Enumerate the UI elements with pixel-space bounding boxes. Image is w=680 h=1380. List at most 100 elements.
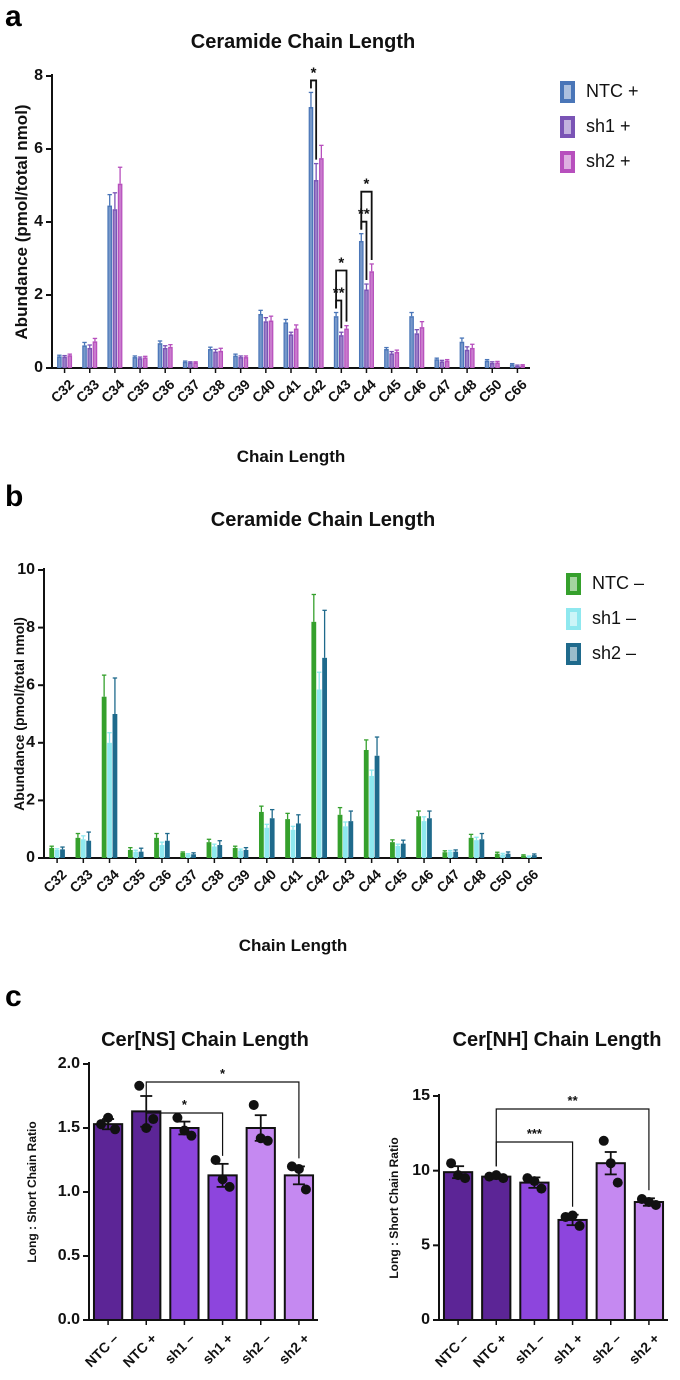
charta-x-tick-label: C33 bbox=[73, 376, 103, 406]
chartb-bar bbox=[343, 826, 348, 858]
chartb-y-tick-label: 8 bbox=[26, 619, 35, 636]
chartb-y-tick-label: 10 bbox=[17, 561, 35, 578]
chartb-bar bbox=[400, 843, 406, 858]
charta-bar-shade bbox=[63, 358, 66, 368]
chartb-bar bbox=[80, 839, 86, 858]
chartc2-y-label: Long : Short Chain Ratio bbox=[387, 1137, 401, 1278]
charta-bar bbox=[283, 322, 289, 368]
charta-bar bbox=[434, 359, 440, 368]
chartc1-data-point bbox=[134, 1080, 145, 1091]
charta-bar bbox=[218, 350, 224, 368]
chartb-title: Ceramide Chain Length bbox=[211, 509, 435, 531]
chartb-x-tick-label: C41 bbox=[276, 866, 306, 896]
chartb-bar bbox=[211, 846, 217, 858]
chartc1-significance-label: * bbox=[182, 1097, 188, 1112]
charta-legend-label: sh1 + bbox=[586, 116, 631, 136]
chartb-legend-label: sh2 – bbox=[592, 643, 636, 663]
chartb-x-tick-label: C46 bbox=[407, 866, 437, 896]
chartb-bar bbox=[421, 821, 427, 858]
charta-bar-shade bbox=[335, 317, 338, 368]
chartb-bar bbox=[348, 821, 354, 858]
chartb-x-tick-label: C37 bbox=[171, 866, 201, 896]
chartb-x-tick-label: C45 bbox=[381, 866, 411, 896]
chartc2-y-tick-label: 10 bbox=[412, 1162, 430, 1179]
chartb-bar bbox=[101, 696, 107, 858]
charta-bar bbox=[333, 316, 339, 368]
chartb-x-tick-label: C43 bbox=[328, 866, 358, 896]
charta-bar-shade bbox=[189, 364, 192, 368]
charta-bar-shade bbox=[264, 322, 267, 368]
chartb-bar bbox=[238, 850, 243, 858]
chartb-bar bbox=[127, 849, 133, 858]
chartc2-bar bbox=[557, 1218, 588, 1321]
chartc1-y-tick-label: 1.5 bbox=[58, 1119, 80, 1136]
charta-significance-label: * bbox=[311, 64, 317, 81]
charta-bar-shade bbox=[184, 363, 187, 368]
charta-bar bbox=[162, 347, 168, 368]
chartb-x-tick-label: C40 bbox=[250, 866, 280, 896]
chartb-x-tick-label: C66 bbox=[512, 866, 542, 896]
charta-significance-bracket bbox=[310, 79, 318, 160]
chartc1-title: Cer[NS] Chain Length bbox=[101, 1029, 309, 1051]
chartc1-x-tick-label: NTC + bbox=[120, 1330, 160, 1370]
charta-bar bbox=[117, 183, 123, 368]
chartb-bar bbox=[107, 742, 112, 858]
chartb-bar bbox=[494, 853, 500, 858]
chartc1-y-tick-label: 0.0 bbox=[58, 1311, 80, 1328]
charta-bar bbox=[358, 240, 364, 368]
chartc1-data-point bbox=[110, 1124, 121, 1135]
charta-bar-shade bbox=[320, 159, 323, 368]
charta-bar-shade bbox=[138, 359, 142, 368]
chartb-y-tick-label: 4 bbox=[26, 734, 35, 751]
charta-bar-shade bbox=[420, 328, 424, 368]
charta-bar-shade bbox=[93, 342, 97, 368]
charta-bar-shade bbox=[289, 335, 293, 368]
charta-x-tick-label: C44 bbox=[349, 376, 379, 406]
charta-bar-shade bbox=[259, 315, 262, 368]
charta-bar-shade bbox=[395, 353, 398, 368]
charta-bar bbox=[313, 180, 319, 368]
chartb-bar bbox=[427, 818, 432, 858]
chartb-x-tick-label: C44 bbox=[355, 866, 385, 896]
charta-bar-shade bbox=[410, 317, 413, 368]
chartb-bar bbox=[521, 855, 526, 858]
chartc1-data-point bbox=[148, 1114, 159, 1125]
charta-x-tick-label: C39 bbox=[224, 376, 254, 406]
charta-bar bbox=[107, 205, 112, 368]
charta-x-tick-label: C45 bbox=[375, 376, 405, 406]
charta-bar-shade bbox=[194, 364, 197, 368]
charta-bar bbox=[142, 357, 148, 368]
chartc2-bar bbox=[595, 1162, 626, 1321]
charta-bar bbox=[389, 353, 394, 368]
charta-x-tick-label: C47 bbox=[425, 376, 455, 406]
charta-bar bbox=[57, 356, 62, 368]
chartc1-bar bbox=[283, 1174, 315, 1321]
chartc2-x-tick-label: sh2 – bbox=[588, 1330, 625, 1367]
charta-legend-swatch-inner bbox=[564, 120, 571, 134]
charta-x-tick-label: C50 bbox=[475, 376, 505, 406]
chartb-bar bbox=[505, 853, 511, 858]
chartc2-x-tick-label: sh1 + bbox=[549, 1330, 586, 1367]
chartb-bar bbox=[243, 849, 249, 858]
chartb-x-tick-label: C33 bbox=[66, 866, 96, 896]
charta-x-tick-label: C43 bbox=[324, 376, 354, 406]
charta-bar-shade bbox=[496, 364, 499, 368]
charta-significance-label: ** bbox=[333, 285, 345, 302]
charta-significance-label: ** bbox=[358, 206, 370, 223]
charta-y-tick-label: 0 bbox=[34, 359, 43, 376]
chartb-bar bbox=[479, 839, 485, 858]
chartb-bar bbox=[311, 621, 317, 858]
charta-bar-shade bbox=[169, 348, 172, 368]
charta-bar bbox=[238, 357, 243, 368]
chartc1-y-tick-label: 2.0 bbox=[58, 1055, 80, 1072]
chartb-legend-swatch-inner bbox=[570, 577, 577, 591]
chartc1-data-point bbox=[210, 1155, 221, 1165]
charta-bar bbox=[515, 365, 520, 368]
charta-legend-label: sh2 + bbox=[586, 151, 631, 171]
charta-x-tick-label: C41 bbox=[274, 376, 304, 406]
chartc1-x-tick-label: NTC – bbox=[82, 1330, 122, 1370]
charta-bar bbox=[339, 335, 344, 368]
chartb-legend-swatch-inner bbox=[570, 612, 577, 626]
chartb-bar bbox=[395, 845, 401, 858]
charta-bar-shade bbox=[144, 358, 147, 368]
